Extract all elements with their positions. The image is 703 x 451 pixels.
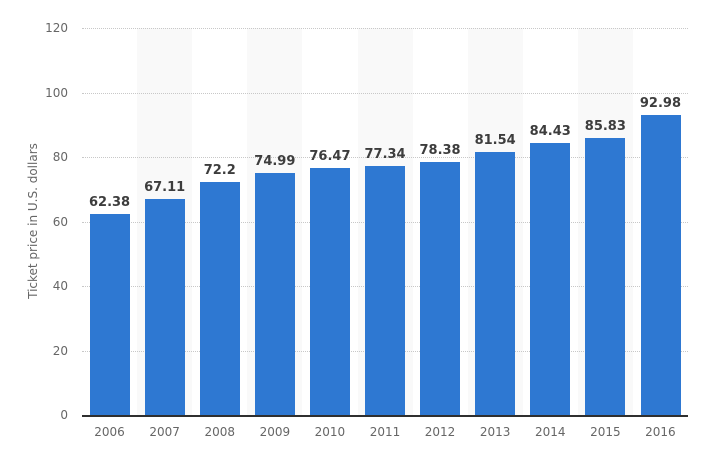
gridline-80 xyxy=(82,157,688,158)
x-axis-label: 2008 xyxy=(204,425,235,439)
bar-2009[interactable] xyxy=(254,173,295,415)
x-axis-label: 2016 xyxy=(645,425,676,439)
bar-2011[interactable] xyxy=(365,165,405,415)
bar-2013[interactable] xyxy=(475,152,516,415)
y-tick-label: 20 xyxy=(52,343,68,358)
y-tick-label: 40 xyxy=(52,279,68,293)
value-label: 78.38 xyxy=(419,143,461,159)
y-tick-label: 0 xyxy=(60,408,68,422)
bar-2014[interactable] xyxy=(530,142,571,415)
value-label: 81.54 xyxy=(474,133,516,148)
bar-2012[interactable] xyxy=(420,162,461,415)
x-axis-label: 2007 xyxy=(149,425,180,439)
y-tick-label: 80 xyxy=(52,150,68,164)
bar-2016[interactable] xyxy=(640,115,681,415)
x-axis-label: 2012 xyxy=(424,425,456,439)
x-axis-label: 2011 xyxy=(369,425,401,439)
value-label: 92.98 xyxy=(639,96,681,112)
x-axis-label: 2013 xyxy=(479,425,511,439)
value-label: 85.83 xyxy=(584,119,626,135)
x-axis-label: 2009 xyxy=(259,425,291,439)
x-axis-label: 2015 xyxy=(590,425,621,439)
x-axis-label: 2010 xyxy=(314,425,346,439)
value-label: 67.11 xyxy=(144,179,186,195)
y-tick-label: 60 xyxy=(52,214,68,229)
plot-area: 62.38 67.11 72.2 74.99 76.47 77.34 78.38 81.54 8… xyxy=(82,28,688,417)
gridline-100 xyxy=(82,92,688,94)
value-label: 76.47 xyxy=(309,149,351,165)
value-label: 77.34 xyxy=(364,146,406,162)
x-axis-label: 2006 xyxy=(94,425,125,439)
y-tick-label: 100 xyxy=(45,85,68,100)
bar-2015[interactable] xyxy=(585,138,626,415)
value-label: 72.2 xyxy=(203,163,236,179)
value-label: 62.38 xyxy=(88,194,131,210)
gridline-120 xyxy=(82,28,688,29)
bar-2007[interactable] xyxy=(144,198,185,415)
value-label: 84.43 xyxy=(529,123,571,139)
bar-2006[interactable] xyxy=(89,213,130,415)
bar-2008[interactable] xyxy=(199,182,240,415)
y-tick-label: 120 xyxy=(45,21,68,35)
value-label: 74.99 xyxy=(254,154,296,170)
x-axis-line xyxy=(82,415,688,417)
bar-2010[interactable] xyxy=(309,168,350,415)
x-axis-label: 2014 xyxy=(534,425,566,439)
